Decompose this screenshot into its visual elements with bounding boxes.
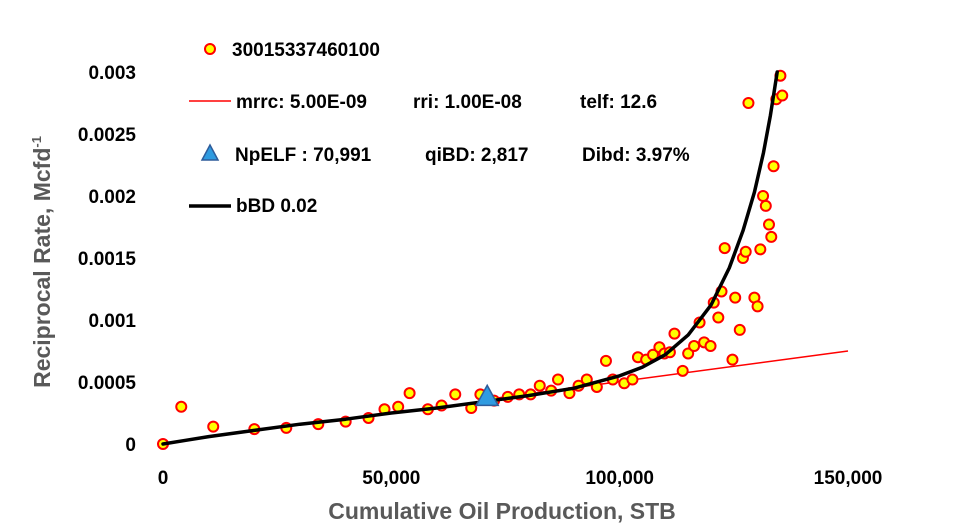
x-tick-label: 50,000 <box>362 468 420 489</box>
x-axis-title: Cumulative Oil Production, STB <box>328 498 676 524</box>
data-point <box>175 400 188 413</box>
data-point <box>762 218 775 231</box>
legend: 30015337460100 mrrc: 5.00E-09 rri: 1.00E… <box>189 40 690 217</box>
y-axis-ticks: 0 0.0005 0.001 0.0015 0.002 0.0025 0.003 <box>78 63 137 456</box>
data-point <box>207 420 220 433</box>
y-tick-label: 0.002 <box>88 187 136 208</box>
npelf-marker <box>474 383 500 407</box>
data-point <box>676 364 689 377</box>
plot-area <box>157 69 849 450</box>
legend-label-telf: telf: 12.6 <box>580 92 657 113</box>
y-axis-title: Reciprocal Rate, Mcfd-1 <box>29 136 55 388</box>
y-tick-label: 0.0015 <box>78 249 137 270</box>
series-curve-bbd <box>161 70 779 446</box>
data-point <box>726 353 739 366</box>
y-tick-label: 0.0005 <box>78 373 137 394</box>
data-point <box>754 243 767 256</box>
data-point <box>767 160 780 173</box>
data-point <box>718 242 731 255</box>
data-point <box>742 97 755 109</box>
data-point <box>403 387 416 400</box>
x-tick-label: 150,000 <box>814 468 883 489</box>
data-point <box>682 347 695 360</box>
data-point <box>751 300 764 313</box>
legend-marker-points <box>204 43 216 55</box>
data-point <box>757 190 770 202</box>
legend-label-qibd: qiBD: 2,817 <box>425 145 528 166</box>
y-tick-label: 0.003 <box>88 63 136 84</box>
y-tick-label: 0.001 <box>88 311 136 332</box>
x-tick-label: 0 <box>158 468 169 489</box>
legend-label-npelf: NpELF : 70,991 <box>235 145 372 166</box>
legend-marker-triangle <box>200 143 220 161</box>
legend-label-rri: rri: 1.00E-08 <box>413 92 522 113</box>
legend-label-points: 30015337460100 <box>232 40 380 61</box>
data-point <box>599 354 612 367</box>
data-point <box>668 327 681 340</box>
data-point <box>759 199 772 212</box>
data-point <box>765 230 778 243</box>
legend-label-bbd: bBD 0.02 <box>236 196 317 217</box>
data-point <box>626 373 639 386</box>
data-point <box>552 373 565 386</box>
y-tick-label: 0.0025 <box>78 125 137 146</box>
data-point <box>704 340 717 353</box>
y-tick-label: 0 <box>125 435 136 456</box>
data-point <box>688 340 701 353</box>
legend-label-dibd: Dibd: 3.97% <box>582 145 690 166</box>
x-axis-ticks: 0 50,000 100,000 150,000 <box>158 468 883 489</box>
data-point <box>533 379 546 392</box>
data-point <box>449 388 462 401</box>
data-point <box>733 323 746 336</box>
data-point <box>739 245 752 258</box>
data-point <box>712 311 725 324</box>
data-point <box>729 291 742 304</box>
data-point <box>776 89 789 102</box>
x-tick-label: 100,000 <box>585 468 654 489</box>
legend-label-mrrc: mrrc: 5.00E-09 <box>236 92 367 113</box>
